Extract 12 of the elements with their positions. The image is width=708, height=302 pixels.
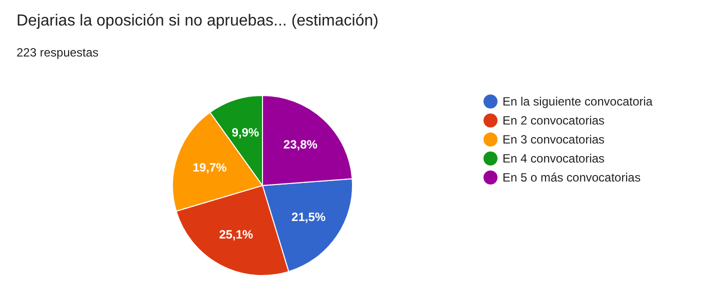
legend-label: En la siguiente convocatoria: [502, 94, 653, 108]
legend-label: En 4 convocatorias: [502, 152, 605, 166]
data-label: 21,5%: [292, 210, 326, 224]
data-label: 25,1%: [219, 228, 254, 242]
legend-label: En 2 convocatorias: [502, 114, 605, 128]
legend-label: En 3 convocatorias: [502, 132, 605, 146]
text: 223 respuestas: [16, 46, 99, 60]
chart-title: Dejarias la oposición si no apruebas... (estimación): [16, 12, 378, 30]
data-label: 9,9%: [232, 125, 260, 140]
legend-label: En 5 o más convocatorias: [502, 170, 641, 184]
data-label: 23,8%: [283, 138, 318, 152]
data-label: 19,7%: [192, 160, 228, 174]
